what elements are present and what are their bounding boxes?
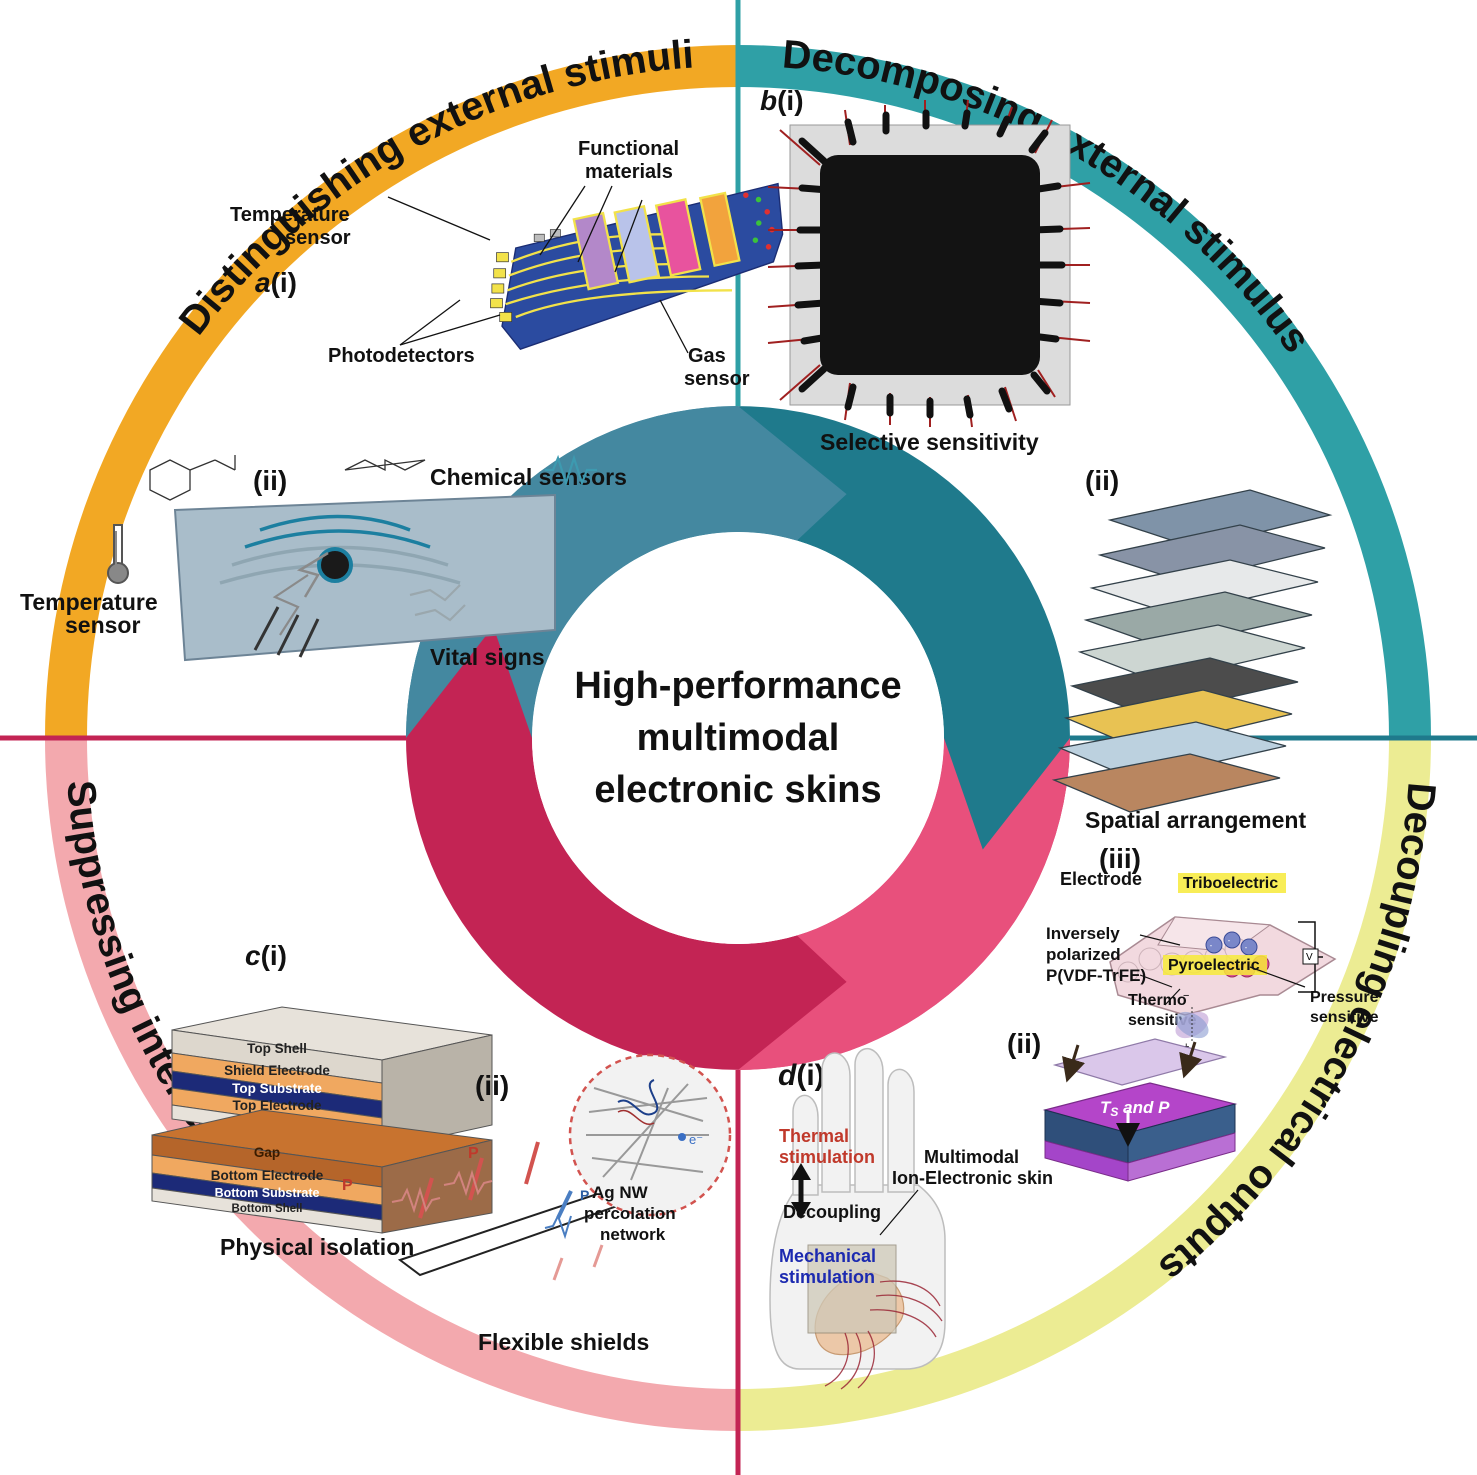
svg-text:High-performance: High-performance bbox=[574, 665, 901, 707]
svg-text:multimodal: multimodal bbox=[637, 717, 840, 759]
svg-text:Temperature: Temperature bbox=[230, 204, 350, 226]
svg-text:Bottom Shell: Bottom Shell bbox=[232, 1203, 303, 1215]
svg-text:Triboelectric: Triboelectric bbox=[1183, 875, 1278, 892]
svg-text:Thermal: Thermal bbox=[779, 1126, 849, 1146]
svg-text:stimulation: stimulation bbox=[779, 1267, 875, 1287]
svg-text:stimulation: stimulation bbox=[779, 1147, 875, 1167]
svg-text:network: network bbox=[600, 1225, 666, 1244]
svg-text:Top Substrate: Top Substrate bbox=[232, 1081, 322, 1096]
svg-text:Bottom Substrate: Bottom Substrate bbox=[215, 1186, 320, 1200]
svg-text:e⁻: e⁻ bbox=[689, 1132, 703, 1147]
svg-text:Top Shell: Top Shell bbox=[247, 1041, 307, 1056]
svg-text:-: - bbox=[1228, 936, 1231, 945]
svg-text:(ii): (ii) bbox=[1007, 1028, 1041, 1059]
svg-text:b(i): b(i) bbox=[760, 85, 804, 116]
svg-text:Chemical sensors: Chemical sensors bbox=[430, 464, 627, 490]
svg-text:polarized: polarized bbox=[1046, 945, 1121, 964]
svg-text:-: - bbox=[1210, 941, 1213, 950]
svg-text:P(VDF-TrFE): P(VDF-TrFE) bbox=[1046, 966, 1146, 985]
svg-text:Inversely: Inversely bbox=[1046, 924, 1120, 943]
svg-text:Multimodal: Multimodal bbox=[924, 1147, 1019, 1167]
svg-text:Mechanical: Mechanical bbox=[779, 1246, 876, 1266]
svg-text:Ion-Electronic skin: Ion-Electronic skin bbox=[892, 1168, 1053, 1188]
svg-text:−: − bbox=[1183, 990, 1189, 1002]
svg-text:(ii): (ii) bbox=[253, 465, 287, 496]
svg-text:Physical isolation: Physical isolation bbox=[220, 1234, 414, 1260]
svg-text:d(i): d(i) bbox=[778, 1059, 825, 1092]
svg-text:sensor: sensor bbox=[65, 612, 140, 638]
svg-text:sensor: sensor bbox=[285, 227, 351, 249]
svg-text:(ii): (ii) bbox=[1085, 465, 1119, 496]
svg-text:Gas: Gas bbox=[688, 345, 726, 367]
svg-text:Shield Electrode: Shield Electrode bbox=[224, 1063, 330, 1078]
svg-text:-: - bbox=[1245, 943, 1248, 952]
svg-text:Functional: Functional bbox=[578, 138, 679, 160]
svg-text:Ag NW: Ag NW bbox=[592, 1183, 649, 1202]
svg-text:sensitive: sensitive bbox=[1310, 1009, 1379, 1026]
svg-text:Electrode: Electrode bbox=[1060, 869, 1142, 889]
svg-text:Photodetectors: Photodetectors bbox=[328, 345, 475, 367]
svg-text:materials: materials bbox=[585, 161, 673, 183]
svg-text:V: V bbox=[1306, 952, 1313, 963]
svg-text:(ii): (ii) bbox=[475, 1070, 509, 1101]
svg-text:a(i): a(i) bbox=[255, 267, 297, 298]
svg-text:P: P bbox=[468, 1145, 479, 1162]
svg-text:Bottom Electrode: Bottom Electrode bbox=[211, 1168, 324, 1183]
svg-text:Flexible shields: Flexible shields bbox=[478, 1329, 649, 1355]
svg-text:Thermo: Thermo bbox=[1128, 992, 1187, 1009]
svg-text:c(i): c(i) bbox=[245, 940, 287, 971]
svg-text:Top Electrode: Top Electrode bbox=[232, 1098, 322, 1113]
svg-text:Pressure: Pressure bbox=[1310, 989, 1379, 1006]
svg-text:sensor: sensor bbox=[684, 368, 750, 390]
svg-text:P: P bbox=[342, 1177, 353, 1194]
svg-text:Spatial arrangement: Spatial arrangement bbox=[1085, 807, 1306, 833]
svg-text:Selective sensitivity: Selective sensitivity bbox=[820, 429, 1039, 455]
svg-text:percolation: percolation bbox=[584, 1204, 676, 1223]
svg-text:Pyroelectric: Pyroelectric bbox=[1168, 957, 1260, 974]
svg-text:Vital signs: Vital signs bbox=[430, 644, 545, 670]
svg-text:electronic skins: electronic skins bbox=[594, 769, 881, 811]
svg-text:Gap: Gap bbox=[254, 1145, 280, 1160]
svg-text:P: P bbox=[580, 1187, 589, 1203]
